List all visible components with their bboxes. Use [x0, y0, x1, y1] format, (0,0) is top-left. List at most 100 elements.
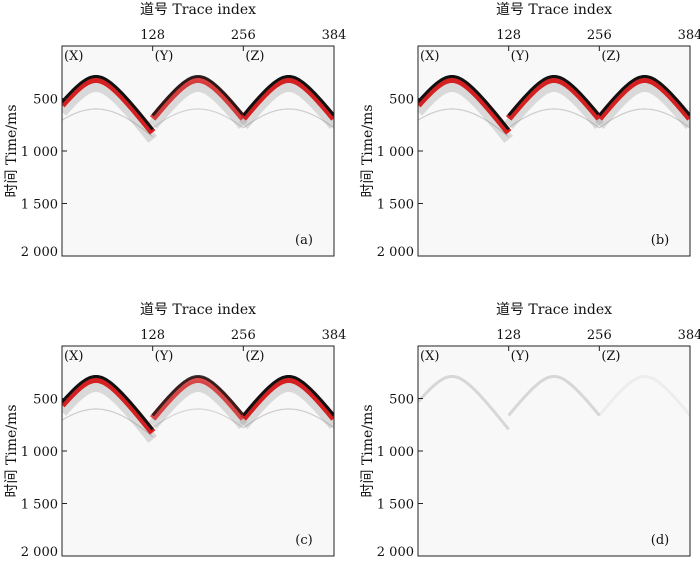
y-axis-label: 时间 Time/ms	[4, 404, 20, 497]
event-multiple-y	[152, 408, 244, 429]
event-red-z	[240, 75, 334, 121]
event-black-z	[598, 74, 690, 117]
event-red-x	[418, 75, 512, 135]
event-black-y	[151, 74, 245, 117]
y-tick-label: 500	[389, 393, 414, 408]
x-tick-label: 128	[496, 328, 521, 343]
x-axis-label: 道号 Trace index	[496, 302, 612, 318]
component-label: (Y)	[511, 349, 530, 364]
x-tick-label: 256	[587, 28, 612, 43]
x-tick-label: 256	[231, 28, 256, 43]
component-label: (Z)	[601, 49, 620, 64]
component-label: (Z)	[601, 349, 620, 364]
y-tick-label: 1 000	[377, 145, 414, 160]
panel-c: 道号 Trace index 128 256 384 时间 Time/ms 500 1 00…	[4, 302, 346, 560]
y-axis-label: 时间 Time/ms	[360, 404, 376, 497]
event-multiple-z	[242, 408, 334, 429]
component-label: (X)	[64, 49, 83, 64]
event-red-y	[505, 75, 603, 121]
x-tick-label: 384	[678, 328, 700, 343]
panel-label: (a)	[295, 233, 313, 248]
event-halo-z	[239, 380, 334, 429]
y-tick-label: 500	[33, 93, 58, 108]
event-red-z	[240, 375, 334, 421]
x-tick-label: 256	[587, 328, 612, 343]
event-multiple-z	[242, 108, 334, 129]
wavefield	[62, 74, 334, 143]
component-label: (Z)	[245, 349, 264, 364]
y-axis-label: 时间 Time/ms	[4, 104, 20, 197]
y-axis-label: 时间 Time/ms	[360, 104, 376, 197]
component-label: (X)	[420, 49, 439, 64]
y-tick-label: 1 500	[21, 198, 58, 213]
event-black-x	[62, 374, 154, 431]
event-red-z	[596, 75, 690, 121]
event-red-y	[149, 375, 247, 421]
event-residual-x	[418, 374, 510, 431]
event-halo-y	[148, 380, 248, 429]
event-black-y	[507, 74, 601, 117]
event-black-z	[242, 374, 334, 417]
wavefield	[418, 374, 690, 431]
component-label: (Z)	[245, 49, 264, 64]
x-axis-label: 道号 Trace index	[496, 2, 612, 18]
event-multiple-x	[62, 408, 154, 438]
event-black-y	[151, 374, 245, 417]
y-tick-label: 2 000	[21, 545, 58, 560]
y-tick-label: 2 000	[377, 545, 414, 560]
x-tick-label: 256	[231, 328, 256, 343]
wavefield	[62, 374, 334, 443]
y-tick-label: 1 000	[21, 445, 58, 460]
x-tick-label: 384	[322, 28, 347, 43]
event-halo-x	[62, 80, 157, 143]
event-residual-y	[507, 374, 601, 417]
event-red-x	[62, 75, 156, 135]
event-black-x	[62, 74, 154, 131]
event-residual-z	[598, 374, 690, 417]
event-halo-z	[595, 80, 690, 129]
event-multiple-x	[418, 108, 510, 138]
event-multiple-y	[508, 108, 600, 129]
x-tick-label: 128	[496, 28, 521, 43]
component-label: (Y)	[511, 49, 530, 64]
event-multiple-y	[152, 108, 244, 129]
y-tick-label: 2 000	[21, 245, 58, 260]
x-axis-label: 道号 Trace index	[140, 302, 256, 318]
panel-label: (b)	[651, 233, 669, 248]
wavefield	[418, 74, 690, 143]
component-label: (X)	[64, 349, 83, 364]
x-tick-label: 128	[140, 328, 165, 343]
y-tick-label: 1 500	[377, 198, 414, 213]
y-tick-label: 1 500	[21, 498, 58, 513]
y-tick-label: 1 000	[21, 145, 58, 160]
y-tick-label: 500	[389, 93, 414, 108]
x-tick-label: 384	[322, 328, 347, 343]
component-label: (Y)	[155, 49, 174, 64]
y-tick-label: 1 000	[377, 445, 414, 460]
x-tick-label: 384	[678, 28, 700, 43]
event-red-x	[62, 375, 156, 435]
component-label: (Y)	[155, 349, 174, 364]
event-halo-x	[62, 380, 157, 443]
x-tick-label: 128	[140, 28, 165, 43]
event-black-x	[418, 74, 510, 131]
event-red-y	[149, 75, 247, 121]
x-axis-label: 道号 Trace index	[140, 2, 256, 18]
component-label: (X)	[420, 349, 439, 364]
event-black-z	[242, 74, 334, 117]
event-halo-z	[239, 80, 334, 129]
event-halo-x	[418, 80, 513, 143]
y-tick-label: 1 500	[377, 498, 414, 513]
event-multiple-z	[598, 108, 690, 129]
plot-area	[418, 346, 690, 556]
event-multiple-x	[62, 108, 154, 138]
y-tick-label: 2 000	[377, 245, 414, 260]
event-halo-y	[504, 80, 604, 129]
panel-d: 道号 Trace index 128 256 384 时间 Time/ms 500 1 00…	[360, 302, 700, 560]
panel-a: 道号 Trace index 128 256 384 时间 Time/ms 500 1 00…	[4, 2, 346, 260]
panel-label: (d)	[651, 533, 669, 548]
event-halo-y	[148, 80, 248, 129]
panel-label: (c)	[295, 533, 312, 548]
panel-b: 道号 Trace index 128 256 384 时间 Time/ms 500 1 00…	[360, 2, 700, 260]
